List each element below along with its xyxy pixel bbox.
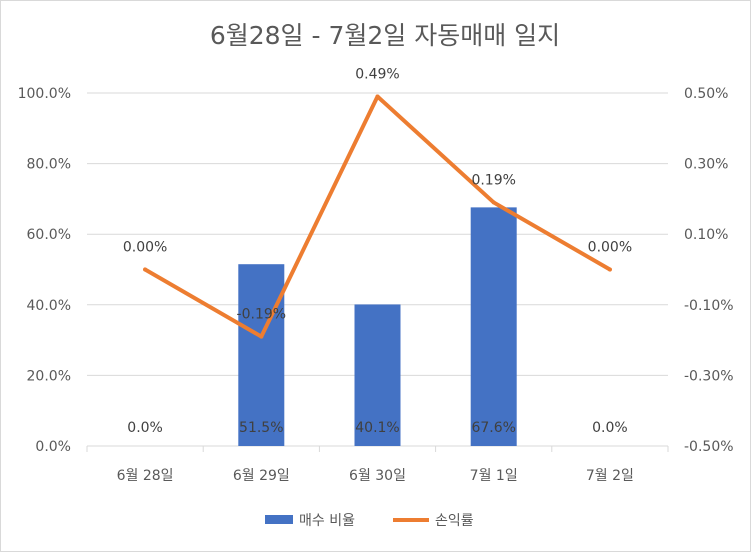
data-labels: 0.0% 51.5% 40.1% 67.6% 0.0% 0.00% -0.19% 0.49% 0… — [123, 67, 632, 436]
legend: 매수 비율 손익률 — [265, 513, 474, 529]
right-tick-label: -0.10% — [684, 298, 734, 314]
line-data-label: 0.00% — [588, 240, 632, 256]
chart-title: 6월28일 - 7월2일 자동매매 일지 — [210, 21, 560, 50]
line-point — [375, 94, 380, 99]
line-point — [607, 267, 612, 272]
left-axis: 0.0% 20.0% 40.0% 60.0% 80.0% 100.0% — [18, 86, 71, 455]
category-label: 7월 1일 — [470, 468, 518, 484]
category-label: 6월 29일 — [233, 468, 290, 484]
bar-series — [238, 207, 517, 446]
line-series — [143, 94, 612, 339]
left-tick-label: 80.0% — [27, 157, 71, 173]
bar-data-label: 0.0% — [127, 420, 163, 436]
line-point — [143, 267, 148, 272]
bar-data-label: 40.1% — [355, 420, 399, 436]
right-tick-label: -0.30% — [684, 368, 734, 384]
bar-data-label: 67.6% — [471, 420, 515, 436]
left-tick-label: 60.0% — [27, 227, 71, 243]
right-tick-label: 0.50% — [684, 86, 728, 102]
bar — [354, 304, 401, 446]
left-tick-label: 40.0% — [27, 298, 71, 314]
bar — [470, 207, 517, 446]
bar-data-label: 51.5% — [239, 420, 283, 436]
left-tick-label: 100.0% — [18, 86, 71, 102]
right-tick-label: 0.10% — [684, 227, 728, 243]
right-tick-label: -0.50% — [684, 439, 734, 455]
legend-swatch-bar — [265, 515, 293, 524]
line-path — [143, 94, 612, 339]
category-axis: 6월 28일 6월 29일 6월 30일 7월 1일 7월 2일 — [86, 446, 669, 484]
legend-label-bar: 매수 비율 — [299, 513, 355, 529]
bar-data-label: 0.0% — [592, 420, 628, 436]
right-tick-label: 0.30% — [684, 157, 728, 173]
line-data-label: 0.19% — [471, 172, 515, 188]
line-data-label: -0.19% — [237, 307, 287, 323]
bar — [238, 264, 285, 446]
category-label: 6월 30일 — [349, 468, 406, 484]
left-tick-label: 0.0% — [35, 439, 71, 455]
right-axis: -0.50% -0.30% -0.10% 0.10% 0.30% 0.50% — [684, 86, 734, 455]
category-label: 6월 28일 — [117, 468, 174, 484]
legend-label-line: 손익률 — [435, 513, 474, 529]
line-point — [491, 200, 496, 205]
left-tick-label: 20.0% — [27, 368, 71, 384]
line-data-label: 0.00% — [123, 240, 167, 256]
line-point — [259, 334, 264, 339]
category-label: 7월 2일 — [586, 468, 634, 484]
line-data-label: 0.49% — [355, 67, 399, 83]
